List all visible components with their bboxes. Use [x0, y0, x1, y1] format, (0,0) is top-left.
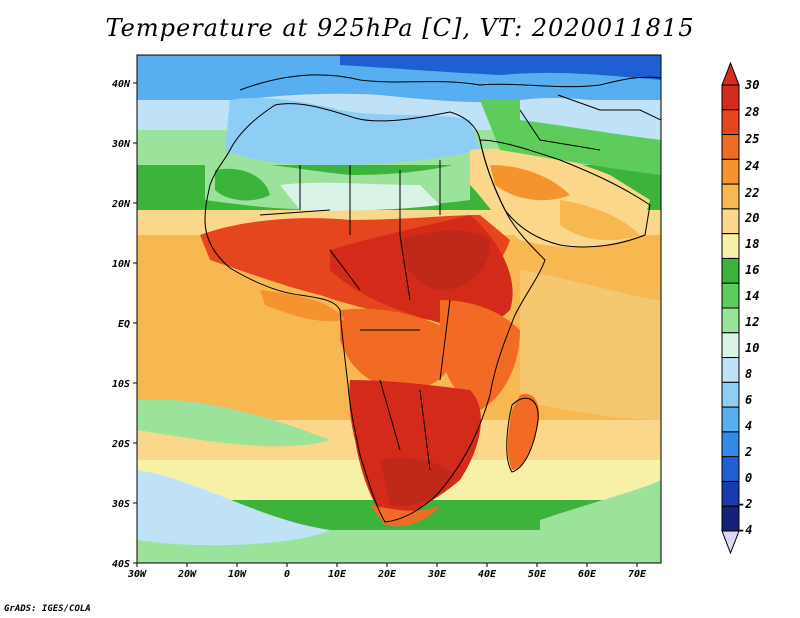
- grads-credit: GrADS: IGES/COLA: [4, 604, 91, 614]
- europe-coastline: [239, 74, 661, 91]
- colorbar-cell: [721, 158, 740, 185]
- lat-label: 10S: [112, 379, 130, 390]
- colorbar-under-arrow: [721, 530, 740, 555]
- map-frame: [136, 54, 662, 564]
- colorbar-label: 20: [744, 211, 759, 225]
- lat-label: 20S: [111, 439, 130, 450]
- colorbar-label: 25: [744, 132, 759, 146]
- lat-label: 40N: [112, 79, 131, 90]
- colorbar-cell: [721, 480, 740, 507]
- colorbar-label: 16: [745, 263, 759, 277]
- colorbar-cell: [721, 406, 740, 433]
- cape-region: [370, 505, 440, 527]
- lat-label: 20N: [111, 199, 131, 210]
- lon-label: 40E: [478, 569, 497, 580]
- lat-label: 30N: [111, 139, 131, 150]
- southern-africa-hot-region: [349, 380, 481, 520]
- lon-label: 0: [284, 569, 290, 580]
- colorbar-cell: [721, 357, 740, 383]
- lat-label: EQ: [118, 319, 130, 330]
- madagascar-region: [507, 394, 540, 470]
- colorbar-cell: [721, 456, 740, 482]
- colorbar-label: 18: [745, 237, 759, 251]
- colorbar-cell: [721, 431, 740, 458]
- lon-label: 10W: [228, 569, 247, 580]
- colorbar-label: 0: [745, 471, 752, 485]
- lon-label: 20E: [377, 569, 397, 580]
- sahara-cool-core: [280, 182, 440, 211]
- colorbar-cell: [721, 134, 740, 160]
- colorbar: 30 28 25 24 22 20 18 16 14 12 10 8 6 4 2…: [721, 61, 759, 555]
- lon-label: 30W: [127, 569, 147, 580]
- lon-label: 30E: [427, 569, 447, 580]
- colorbar-label: -4: [738, 523, 752, 537]
- indian-ocean-cool: [540, 480, 661, 563]
- colorbar-label: 28: [744, 105, 759, 119]
- lat-label: 10N: [112, 259, 131, 270]
- colorbar-label: 10: [745, 341, 759, 355]
- lon-label: 60E: [578, 569, 597, 580]
- lon-labels: 30W 20W 10W 0 10E 20E 30E 40E 50E 60E 70…: [127, 569, 647, 580]
- middle-east-borders: [519, 94, 661, 151]
- arabia-hot-core: [490, 165, 570, 201]
- colorbar-cell: [721, 307, 740, 334]
- arabia-coastline: [479, 139, 651, 248]
- madagascar-coastline: [506, 397, 539, 473]
- western-sahara-green: [215, 168, 270, 201]
- colorbar-cell: [721, 233, 740, 259]
- colorbar-label: 2: [744, 445, 752, 459]
- southern-africa-peak: [380, 458, 455, 507]
- colorbar-label: 4: [745, 419, 752, 433]
- colorbar-cell: [721, 208, 740, 235]
- colorbar-over-arrow: [721, 61, 740, 86]
- colorbar-cell: [721, 257, 740, 284]
- north-africa-cool-region: [225, 98, 480, 165]
- colorbar-labels: 30 28 25 24 22 20 18 16 14 12 10 8 6 4 2…: [738, 78, 759, 537]
- colorbar-cell: [721, 84, 740, 111]
- guinea-coast-region: [260, 290, 345, 322]
- lat-labels: 40N 30N 20N 10N EQ 10S 20S 30S 40S: [111, 79, 131, 570]
- colorbar-cell: [721, 381, 740, 408]
- lon-label: 20W: [177, 569, 197, 580]
- colorbar-cell: [721, 332, 740, 359]
- colorbar-label: 22: [744, 186, 759, 200]
- colorbar-label: 6: [745, 393, 752, 407]
- africa-coastline: [204, 103, 546, 523]
- colorbar-label: 8: [745, 367, 752, 381]
- colorbar-label: -2: [738, 497, 752, 511]
- colorbar-cells: [721, 84, 740, 532]
- lon-label: 70E: [628, 569, 647, 580]
- lat-label: 30S: [111, 499, 130, 510]
- colorbar-label: 30: [744, 78, 759, 92]
- axis-ticks: [133, 82, 638, 567]
- east-africa-region: [440, 300, 520, 410]
- lon-label: 10E: [328, 569, 347, 580]
- europe-very-cold-region: [340, 55, 661, 80]
- south-atlantic-cool: [137, 470, 330, 546]
- lat-label: 40S: [112, 559, 130, 570]
- arabia-south-warm: [560, 200, 640, 241]
- map-title: Temperature at 925hPa [C], VT: 202001181…: [105, 14, 695, 42]
- central-africa-peak: [400, 230, 490, 290]
- coastlines: [204, 74, 661, 523]
- congo-region: [340, 308, 453, 390]
- indian-ocean-warm: [520, 270, 661, 420]
- colorbar-label: 24: [744, 159, 759, 173]
- south-atlantic-green: [137, 399, 330, 447]
- country-borders: [259, 160, 451, 471]
- colorbar-label: 12: [745, 315, 759, 329]
- colorbar-cell: [721, 282, 740, 309]
- colorbar-cell: [721, 505, 740, 532]
- map-panel: [137, 55, 661, 563]
- colorbar-cell: [721, 183, 740, 210]
- colorbar-label: 14: [745, 289, 759, 303]
- colorbar-cell: [721, 109, 740, 136]
- lon-label: 50E: [528, 569, 547, 580]
